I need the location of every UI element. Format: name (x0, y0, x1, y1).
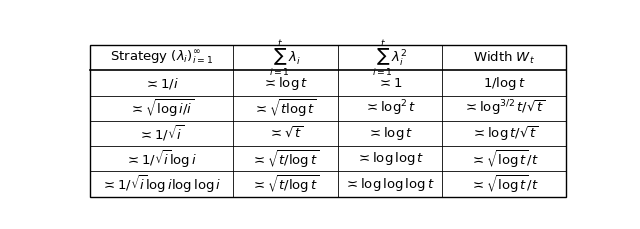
Text: $\sum_{i=1}^{t} \lambda_i^2$: $\sum_{i=1}^{t} \lambda_i^2$ (372, 38, 408, 78)
Text: $\asymp 1/i$: $\asymp 1/i$ (144, 76, 179, 90)
Text: $\asymp \sqrt{t/\log t}$: $\asymp \sqrt{t/\log t}$ (251, 148, 319, 170)
Text: $\asymp \sqrt{t/\log t}$: $\asymp \sqrt{t/\log t}$ (251, 173, 319, 195)
Text: $1/\log t$: $1/\log t$ (483, 74, 525, 92)
Text: $\asymp \sqrt{\log t}/t$: $\asymp \sqrt{\log t}/t$ (470, 173, 538, 195)
Text: $\asymp \log t/\sqrt{t}$: $\asymp \log t/\sqrt{t}$ (470, 124, 538, 143)
Text: $\asymp \sqrt{t}$: $\asymp \sqrt{t}$ (268, 126, 303, 141)
Text: $\asymp \sqrt{\log i/i}$: $\asymp \sqrt{\log i/i}$ (129, 97, 194, 119)
Text: $\asymp 1$: $\asymp 1$ (377, 76, 403, 90)
Text: $\asymp \log t$: $\asymp \log t$ (262, 74, 308, 92)
Text: Width $W_t$: Width $W_t$ (473, 50, 535, 66)
Text: $\asymp \sqrt{t \log t}$: $\asymp \sqrt{t \log t}$ (253, 97, 317, 119)
Text: $\asymp \log^2 t$: $\asymp \log^2 t$ (364, 98, 416, 118)
Text: $\asymp \log \log \log t$: $\asymp \log \log \log t$ (344, 176, 435, 193)
Text: $\asymp 1/\sqrt{i}$: $\asymp 1/\sqrt{i}$ (138, 124, 184, 143)
Text: $\asymp \sqrt{\log t}/t$: $\asymp \sqrt{\log t}/t$ (470, 148, 538, 170)
Text: $\asymp \log \log t$: $\asymp \log \log t$ (356, 150, 424, 167)
Text: $\asymp \log t$: $\asymp \log t$ (367, 125, 413, 142)
Text: $\asymp 1/\sqrt{i} \log i$: $\asymp 1/\sqrt{i} \log i$ (125, 148, 197, 170)
Text: Strategy $(\lambda_i)_{i=1}^{\infty}$: Strategy $(\lambda_i)_{i=1}^{\infty}$ (109, 49, 213, 66)
Text: $\sum_{i=1}^{t} \lambda_i$: $\sum_{i=1}^{t} \lambda_i$ (269, 38, 301, 78)
Text: $\asymp 1/\sqrt{i} \log i \log \log i$: $\asymp 1/\sqrt{i} \log i \log \log i$ (101, 173, 221, 195)
Text: $\asymp \log^{3/2} t/\sqrt{t}$: $\asymp \log^{3/2} t/\sqrt{t}$ (463, 99, 545, 118)
